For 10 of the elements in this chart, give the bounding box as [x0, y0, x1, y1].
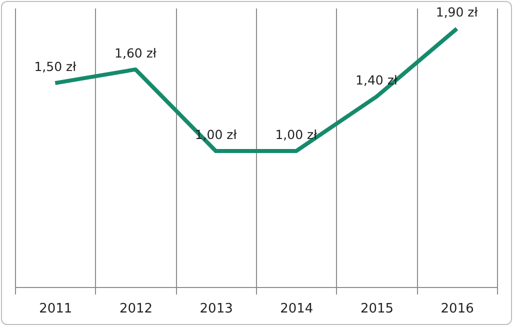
- data-label: 1,50 zł: [34, 59, 77, 74]
- x-tick-label: 2012: [119, 302, 153, 316]
- data-label: 1,90 zł: [436, 4, 478, 20]
- x-tick-label: 2011: [39, 302, 72, 316]
- x-tick-label: 2016: [440, 302, 474, 316]
- x-tick-label: 2015: [360, 302, 394, 316]
- x-tick-label: 2014: [280, 302, 314, 316]
- data-label: 1,60 zł: [114, 45, 157, 60]
- x-tick-label: 2013: [200, 302, 233, 316]
- data-label: 1,00 zł: [275, 127, 318, 142]
